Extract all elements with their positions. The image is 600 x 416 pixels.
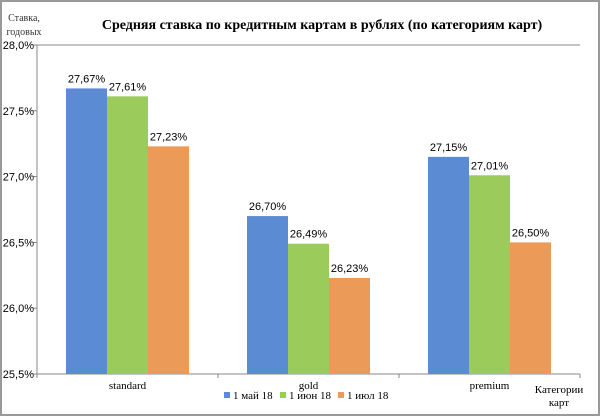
- y-tick-label: 26,5%: [3, 237, 34, 249]
- bar-standard-0: [66, 88, 107, 374]
- data-label: 26,49%: [290, 229, 328, 241]
- bar-gold-1: [288, 243, 329, 374]
- data-label: 27,15%: [430, 142, 468, 154]
- legend-swatch: [280, 392, 286, 398]
- bar-premium-1: [469, 175, 510, 374]
- legend-swatch: [338, 392, 344, 398]
- data-label: 27,61%: [109, 81, 147, 93]
- y-tick-label: 27,0%: [3, 172, 34, 184]
- bar-premium-2: [510, 242, 551, 374]
- chart-title: Средняя ставка по кредитным картам в руб…: [102, 18, 543, 33]
- y-tick-label: 27,5%: [3, 106, 34, 118]
- data-label: 27,67%: [68, 73, 106, 85]
- bar-standard-1: [107, 96, 148, 374]
- y-tick-label: 25,5%: [3, 369, 34, 381]
- bar-gold-2: [329, 277, 370, 374]
- x-tick-label: gold: [299, 380, 319, 392]
- bar-standard-2: [148, 146, 189, 374]
- x-axis-label: карт: [549, 397, 569, 409]
- y-axis-label: Ставка,: [8, 13, 40, 24]
- legend-swatch: [224, 392, 230, 398]
- data-label: 26,50%: [512, 227, 550, 239]
- y-tick-label: 26,0%: [3, 303, 34, 315]
- x-tick-label: standard: [109, 380, 147, 392]
- y-axis-label: годовых: [6, 27, 41, 38]
- data-label: 26,23%: [331, 263, 369, 275]
- x-tick-label: premium: [470, 380, 510, 392]
- legend-item: 1 июн 18: [289, 390, 331, 402]
- data-label: 27,23%: [150, 131, 188, 143]
- legend-item: 1 июл 18: [347, 390, 389, 402]
- data-label: 27,01%: [471, 160, 509, 172]
- y-tick-label: 28,0%: [3, 40, 34, 52]
- data-label: 26,70%: [249, 201, 287, 213]
- x-axis-label: Категории: [535, 384, 584, 396]
- legend-item: 1 май 18: [233, 390, 273, 402]
- bar-premium-0: [428, 156, 469, 374]
- bar-gold-0: [247, 216, 288, 374]
